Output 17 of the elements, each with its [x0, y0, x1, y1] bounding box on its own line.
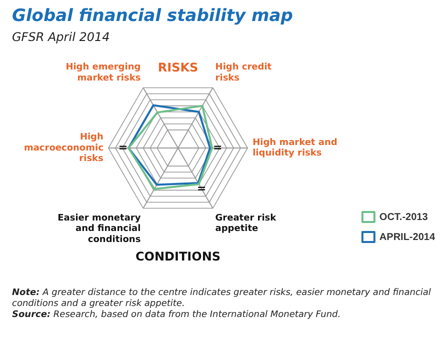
spoke-label: High market and liquidity risks	[252, 138, 338, 159]
spoke-label: Easier monetary and financial conditions	[58, 213, 141, 245]
text: =	[197, 182, 206, 195]
chart-title: Global financial stability map	[12, 6, 293, 26]
source-note: Source: Research, based on data from the International Monetary Fund.	[12, 310, 342, 321]
text: RISKS	[158, 60, 198, 75]
legend-label: OCT.-2013	[379, 212, 428, 223]
spoke-label: High credit risks	[215, 62, 272, 84]
spoke-label: Greater risk appetite	[215, 213, 278, 234]
text: =	[213, 140, 222, 154]
legend-label: APRIL-2014	[379, 232, 436, 243]
text: =	[118, 140, 128, 154]
spoke-label: High emerging market risks	[66, 62, 141, 84]
spoke-label: High macroeconomic risks	[24, 132, 104, 164]
chart-subtitle: GFSR April 2014	[12, 30, 110, 44]
text: CONDITIONS	[135, 250, 221, 264]
text: Note: A greater distance to the centre indicates greater risks, easier monetary and financial conditions and a greater risk appetite.	[12, 288, 432, 310]
